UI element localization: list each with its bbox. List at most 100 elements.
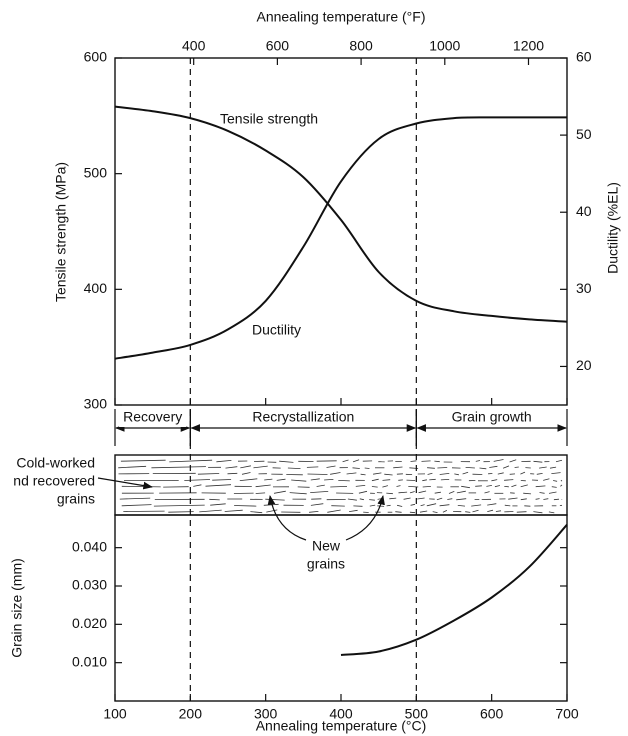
grain-line xyxy=(153,504,205,507)
grain-line xyxy=(419,510,428,513)
grain-line xyxy=(349,509,358,512)
grain-line xyxy=(454,473,459,476)
grain-line xyxy=(199,509,222,513)
grain-line xyxy=(548,491,557,494)
y-tick-label: 0.020 xyxy=(72,615,107,631)
region-label-bg xyxy=(231,409,375,427)
grain-line xyxy=(382,485,389,488)
grain-line xyxy=(553,498,560,501)
y2-tick-label: 30 xyxy=(576,280,592,296)
grain-line xyxy=(437,467,448,469)
grain-line xyxy=(461,485,470,489)
grain-line xyxy=(209,498,220,501)
grain-line xyxy=(427,472,433,475)
y-tick-label: 0.010 xyxy=(72,653,107,669)
grain-line xyxy=(509,459,517,463)
y-tick-label: 600 xyxy=(84,49,108,65)
x2-tick-label: 1000 xyxy=(429,38,460,54)
grain-line xyxy=(389,497,397,500)
grain-line xyxy=(216,460,232,463)
grain-line xyxy=(121,485,161,488)
grain-line xyxy=(427,467,435,469)
grain-line xyxy=(418,490,427,494)
grain-line xyxy=(279,460,294,463)
grain-line xyxy=(465,467,475,469)
grain-line xyxy=(382,479,391,481)
grain-line xyxy=(442,510,448,513)
grain-line xyxy=(398,491,408,494)
x-tick-label: 100 xyxy=(103,706,127,722)
y2-tick-label: 40 xyxy=(576,203,592,219)
grain-line xyxy=(493,459,504,462)
grain-line xyxy=(494,485,500,488)
series-line xyxy=(114,116,567,360)
grain-line xyxy=(330,486,348,488)
lower-axis-title: Grain size (mm) xyxy=(9,558,25,658)
grain-line xyxy=(410,460,417,462)
grain-line xyxy=(169,459,213,463)
grain-line xyxy=(306,466,319,468)
grain-line xyxy=(264,478,273,481)
x-tick-label: 400 xyxy=(329,706,353,722)
grain-line xyxy=(371,478,379,482)
old-grains-label: nd recovered xyxy=(13,473,95,489)
grain-line xyxy=(225,466,238,469)
grain-line xyxy=(347,498,357,501)
grain-line xyxy=(346,472,357,475)
grain-line xyxy=(265,498,285,501)
grain-line xyxy=(436,497,443,501)
grain-line xyxy=(560,479,563,482)
grain-line xyxy=(432,511,438,513)
grain-line xyxy=(410,503,416,506)
grain-line xyxy=(520,484,528,488)
grain-line xyxy=(358,490,368,494)
grain-line xyxy=(224,509,243,512)
region-label: Recovery xyxy=(123,409,182,425)
grain-line xyxy=(475,485,482,487)
region-label: Grain growth xyxy=(452,409,532,425)
grain-line xyxy=(543,478,550,481)
grain-line xyxy=(309,511,319,513)
grain-line xyxy=(420,504,425,507)
old-grains-label: Cold-worked xyxy=(16,455,95,471)
region-label-bg xyxy=(441,409,543,427)
grain-line xyxy=(549,466,557,469)
grain-line xyxy=(487,509,494,512)
y-tick-label: 400 xyxy=(84,280,108,296)
grain-line xyxy=(330,472,341,475)
grain-line xyxy=(440,479,450,481)
grain-line xyxy=(447,498,453,500)
grain-line xyxy=(168,511,194,513)
grain-line xyxy=(426,503,437,507)
grain-line xyxy=(535,485,546,488)
grain-line xyxy=(276,478,286,481)
grain-line xyxy=(373,472,382,475)
grain-line xyxy=(287,467,301,469)
grain-line xyxy=(409,491,415,494)
grain-line xyxy=(255,484,271,488)
grain-line xyxy=(369,499,375,501)
grain-line xyxy=(227,472,238,475)
grain-line xyxy=(422,486,431,488)
grain-line xyxy=(465,511,471,513)
grain-line xyxy=(456,498,467,501)
y-tick-label: 300 xyxy=(84,396,108,412)
grain-line xyxy=(234,505,257,507)
x-tick-label: 300 xyxy=(254,706,278,722)
grain-line xyxy=(504,504,511,507)
grain-line xyxy=(393,466,403,469)
grain-line xyxy=(359,498,364,501)
grain-line xyxy=(514,466,519,468)
grain-line xyxy=(193,484,202,487)
grain-line xyxy=(240,465,251,469)
grain-line xyxy=(429,478,436,481)
x-tick-label: 500 xyxy=(405,706,429,722)
grain-line xyxy=(395,511,402,513)
grain-line xyxy=(535,498,540,500)
grain-line xyxy=(360,473,366,476)
microstructure xyxy=(118,459,563,514)
grain-line xyxy=(384,473,393,476)
grain-line xyxy=(250,511,263,514)
grain-line xyxy=(121,504,152,507)
